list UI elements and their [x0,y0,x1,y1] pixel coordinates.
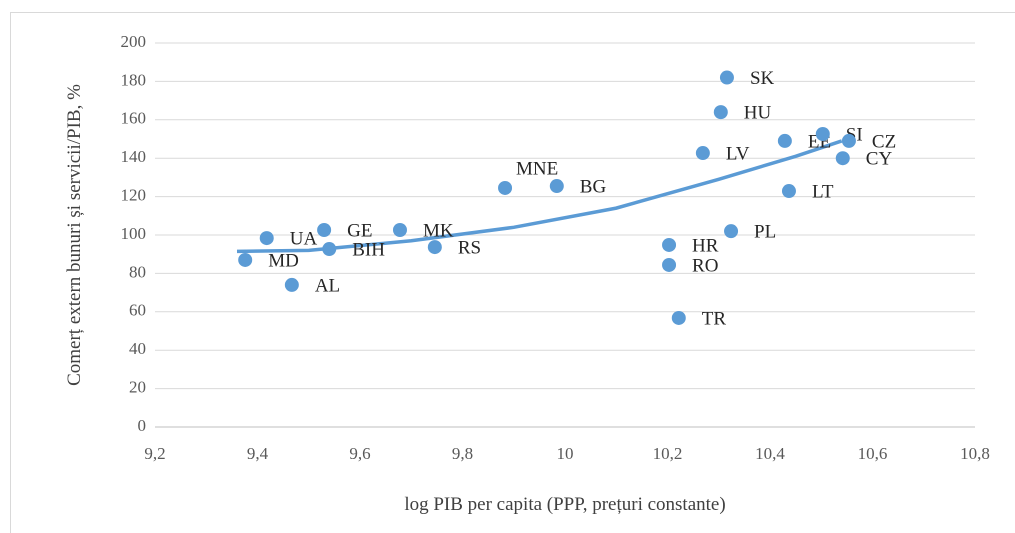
point-label: PL [754,222,776,243]
point [671,310,686,325]
point [427,240,442,255]
point-label: RO [692,255,718,276]
point [695,146,710,161]
point [549,179,564,194]
y-tick-label: 200 [121,32,147,51]
x-tick-label: 10,4 [755,444,785,463]
y-tick-label: 160 [121,109,147,128]
point [719,70,734,85]
y-tick-label: 40 [129,339,146,358]
point [713,105,728,120]
point-label: LT [812,181,834,202]
point [815,127,830,142]
y-tick-label: 120 [121,186,147,205]
point-label: MD [268,250,299,271]
point-label: RS [458,237,481,258]
y-tick-label: 180 [121,70,147,89]
point-label: BG [580,176,607,197]
y-tick-label: 100 [121,224,147,243]
point [835,151,850,166]
point-label: SK [750,68,775,89]
point-label: BIH [352,239,385,260]
point-label: MK [423,220,454,241]
x-tick-label: 9,4 [247,444,269,463]
point [724,224,739,239]
point-label: CY [866,149,893,170]
x-tick-label: 10,6 [858,444,888,463]
y-tick-label: 20 [129,378,146,397]
x-tick-label: 10,8 [960,444,990,463]
point [498,180,513,195]
y-tick-label: 60 [129,301,146,320]
point [841,133,856,148]
point-label: HR [692,235,719,256]
y-tick-label: 140 [121,147,147,166]
x-tick-label: 9,6 [349,444,370,463]
x-tick-label: 10 [557,444,574,463]
x-tick-label: 9,2 [144,444,165,463]
y-axis-title: Comerț extern bunuri și servicii/PIB, % [64,84,85,386]
point-label: GE [347,220,372,241]
point-label: MNE [516,158,558,179]
point [259,231,274,246]
point-label: TR [702,308,727,329]
x-tick-label: 10,2 [653,444,683,463]
point-label: LV [726,143,750,164]
point [777,133,792,148]
x-axis-title: log PIB per capita (PPP, prețuri constan… [404,494,726,515]
y-tick-label: 80 [129,262,146,281]
point-label: AL [315,275,340,296]
point-label: HU [744,102,772,123]
point [781,184,796,199]
point [322,242,337,257]
point-label: UA [290,228,318,249]
x-tick-label: 9,8 [452,444,473,463]
y-tick-label: 0 [138,416,147,435]
point [317,223,332,238]
point [392,223,407,238]
point-label: CZ [872,131,896,152]
chart-border [10,12,1015,533]
point [662,237,677,252]
point [662,257,677,272]
point [238,252,253,267]
point [284,277,299,292]
